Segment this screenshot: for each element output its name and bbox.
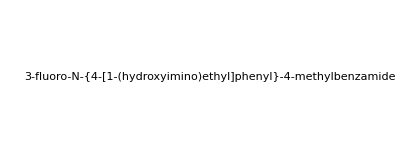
Text: 3-fluoro-N-{4-[1-(hydroxyimino)ethyl]phenyl}-4-methylbenzamide: 3-fluoro-N-{4-[1-(hydroxyimino)ethyl]phe…: [24, 72, 396, 82]
